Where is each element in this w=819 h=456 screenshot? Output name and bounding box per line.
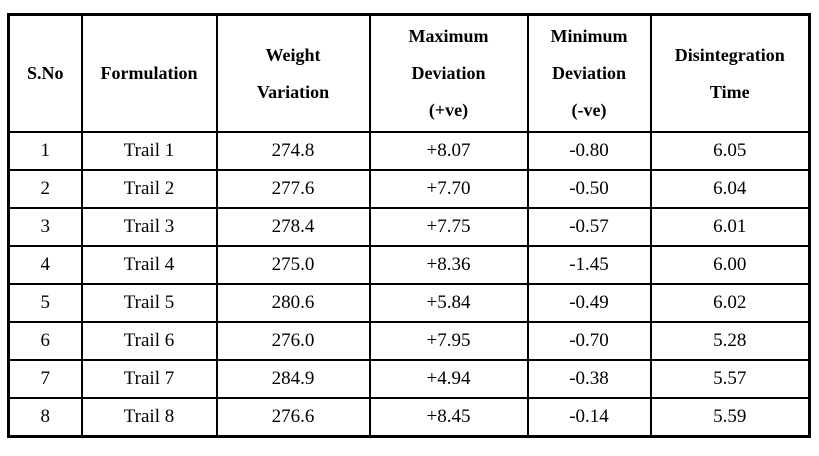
- table-row: 3 Trail 3 278.4 +7.75 -0.57 6.01: [7, 207, 811, 247]
- cell-max-deviation: +8.07: [368, 131, 529, 171]
- cell-min-deviation: -0.49: [526, 283, 652, 323]
- cell-min-deviation: -0.70: [526, 321, 652, 361]
- cell-weight-variation: 277.6: [215, 169, 371, 209]
- cell-disintegration-time: 5.57: [649, 359, 811, 399]
- cell-max-deviation: +7.95: [368, 321, 529, 361]
- cell-max-deviation: +5.84: [368, 283, 529, 323]
- cell-sno: 2: [7, 169, 83, 209]
- cell-disintegration-time: 5.59: [649, 397, 811, 438]
- table-row: 6 Trail 6 276.0 +7.95 -0.70 5.28: [7, 321, 811, 361]
- cell-min-deviation: -0.50: [526, 169, 652, 209]
- cell-min-deviation: -0.80: [526, 131, 652, 171]
- cell-min-deviation: -0.14: [526, 397, 652, 438]
- cell-weight-variation: 274.8: [215, 131, 371, 171]
- cell-max-deviation: +7.75: [368, 207, 529, 247]
- cell-max-deviation: +8.45: [368, 397, 529, 438]
- col-header-max-deviation: Maximum Deviation (+ve): [368, 13, 529, 133]
- cell-disintegration-time: 5.28: [649, 321, 811, 361]
- formulation-results-table: S.No Formulation Weight Variation Maximu…: [7, 13, 811, 438]
- cell-sno: 4: [7, 245, 83, 285]
- cell-sno: 1: [7, 131, 83, 171]
- table-row: 2 Trail 2 277.6 +7.70 -0.50 6.04: [7, 169, 811, 209]
- table-row: 4 Trail 4 275.0 +8.36 -1.45 6.00: [7, 245, 811, 285]
- col-header-disintegration-time: Disintegration Time: [649, 13, 811, 133]
- cell-weight-variation: 280.6: [215, 283, 371, 323]
- cell-sno: 3: [7, 207, 83, 247]
- cell-disintegration-time: 6.05: [649, 131, 811, 171]
- cell-sno: 6: [7, 321, 83, 361]
- cell-formulation: Trail 2: [80, 169, 218, 209]
- cell-disintegration-time: 6.02: [649, 283, 811, 323]
- cell-sno: 7: [7, 359, 83, 399]
- cell-disintegration-time: 6.01: [649, 207, 811, 247]
- cell-min-deviation: -1.45: [526, 245, 652, 285]
- cell-weight-variation: 278.4: [215, 207, 371, 247]
- table-row: 1 Trail 1 274.8 +8.07 -0.80 6.05: [7, 131, 811, 171]
- table-row: 7 Trail 7 284.9 +4.94 -0.38 5.57: [7, 359, 811, 399]
- cell-max-deviation: +8.36: [368, 245, 529, 285]
- cell-weight-variation: 276.0: [215, 321, 371, 361]
- col-header-weight-variation: Weight Variation: [215, 13, 371, 133]
- cell-formulation: Trail 1: [80, 131, 218, 171]
- cell-weight-variation: 276.6: [215, 397, 371, 438]
- table-row: 8 Trail 8 276.6 +8.45 -0.14 5.59: [7, 397, 811, 438]
- cell-max-deviation: +4.94: [368, 359, 529, 399]
- cell-formulation: Trail 4: [80, 245, 218, 285]
- col-header-sno: S.No: [7, 13, 83, 133]
- cell-max-deviation: +7.70: [368, 169, 529, 209]
- cell-weight-variation: 275.0: [215, 245, 371, 285]
- cell-sno: 5: [7, 283, 83, 323]
- cell-disintegration-time: 6.04: [649, 169, 811, 209]
- cell-disintegration-time: 6.00: [649, 245, 811, 285]
- cell-min-deviation: -0.57: [526, 207, 652, 247]
- col-header-formulation: Formulation: [80, 13, 218, 133]
- cell-formulation: Trail 7: [80, 359, 218, 399]
- header-row: S.No Formulation Weight Variation Maximu…: [7, 13, 811, 133]
- col-header-min-deviation: Minimum Deviation (-ve): [526, 13, 652, 133]
- cell-formulation: Trail 3: [80, 207, 218, 247]
- cell-formulation: Trail 8: [80, 397, 218, 438]
- cell-formulation: Trail 6: [80, 321, 218, 361]
- cell-sno: 8: [7, 397, 83, 438]
- cell-min-deviation: -0.38: [526, 359, 652, 399]
- cell-formulation: Trail 5: [80, 283, 218, 323]
- table-row: 5 Trail 5 280.6 +5.84 -0.49 6.02: [7, 283, 811, 323]
- cell-weight-variation: 284.9: [215, 359, 371, 399]
